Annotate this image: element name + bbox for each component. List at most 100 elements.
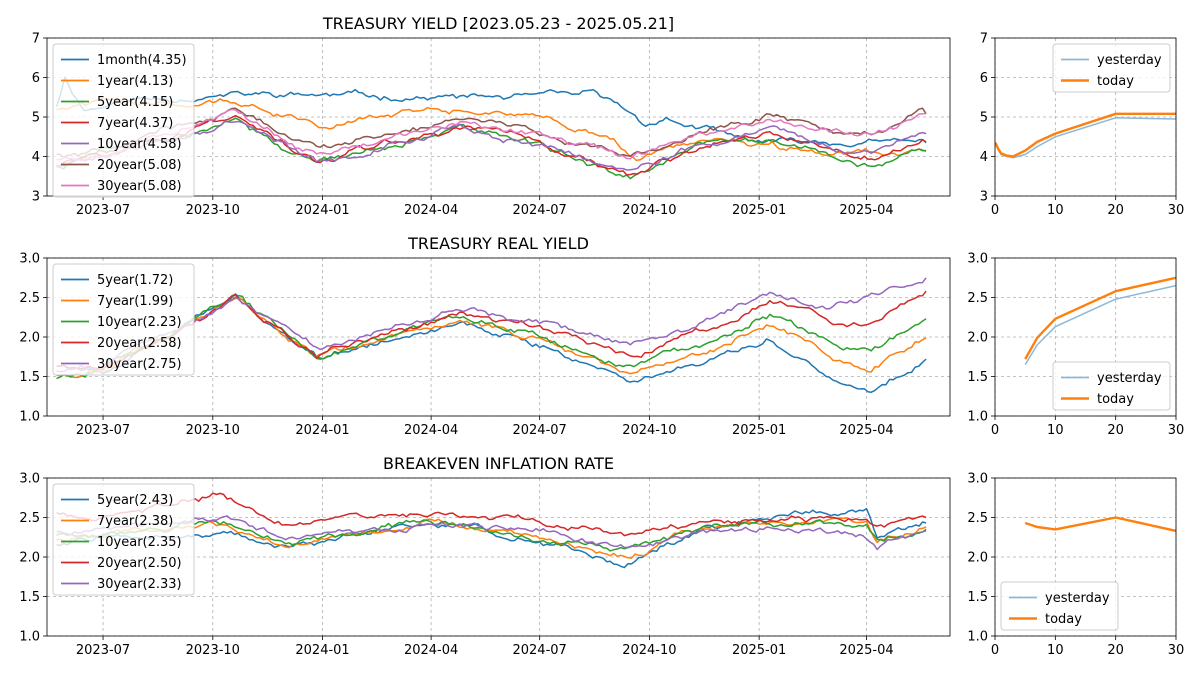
legend-label: 5year(4.15) [97,95,173,110]
chart-title: TREASURY REAL YIELD [407,234,589,253]
x-tick-label: 2025-01 [732,203,786,218]
x-tick-label: 10 [1047,643,1064,658]
series-line-1 [56,97,927,162]
plot-frame [46,477,951,637]
legend-label: today [1045,612,1082,627]
series-line-3 [56,114,927,176]
chart-panel-4: BREAKEVEN INFLATION RATE 2023-07 2023-10 20… [19,454,951,658]
series-line-1 [1024,516,1176,533]
x-tick-label: 10 [1047,423,1064,438]
chart-panel-2: TREASURY REAL YIELD 2023-07 2023-10 2024-01… [19,234,951,438]
legend-label: 1month(4.35) [97,53,187,68]
series-line-4 [56,120,927,171]
legend-label: yesterday [1045,591,1110,606]
legend-label: 7year(1.99) [97,294,173,309]
y-tick-label: 5 [32,111,40,126]
series-line-2 [56,294,927,380]
chart-panel-1: 0 10 20 30 3 4 5 6 7 yesterday today [980,32,1185,219]
legend-label: 30year(5.08) [97,179,182,194]
series-group [995,112,1176,159]
legend-label: 10year(4.58) [97,137,182,152]
y-tick-label: 2.5 [967,511,988,526]
legend-label: 30year(2.33) [97,577,182,592]
series-group [1024,276,1176,365]
legend-box [52,483,195,596]
y-tick-label: 6 [32,71,40,86]
x-tick-label: 2024-10 [622,423,676,438]
plot-frame [994,257,1177,417]
series-line-4 [56,515,927,551]
y-tick-label: 2.5 [19,511,40,526]
series-line-2 [56,519,927,552]
y-tick-label: 6 [980,71,988,86]
y-tick-label: 4 [32,150,40,165]
x-tick-label: 30 [1168,423,1185,438]
x-tick-label: 20 [1107,203,1124,218]
x-tick-label: 2023-10 [186,643,240,658]
x-tick-label: 0 [991,203,999,218]
y-tick-label: 2.0 [19,331,40,346]
x-tick-label: 2025-04 [839,643,893,658]
legend: yesterday today [1000,581,1119,631]
legend: 5year(1.72) 7year(1.99) 10year(2.23) 20year… [52,263,195,376]
legend: yesterday today [1052,361,1171,411]
x-tick-label: 2023-07 [76,423,130,438]
y-tick-label: 3.0 [967,252,988,267]
x-tick-label: 20 [1107,423,1124,438]
series-line-2 [56,117,927,180]
x-tick-label: 2023-10 [186,423,240,438]
x-tick-label: 2024-10 [622,203,676,218]
y-tick-label: 5 [980,111,988,126]
x-tick-label: 2024-01 [295,423,349,438]
x-tick-label: 2024-07 [512,423,566,438]
y-tick-label: 3.0 [19,252,40,267]
series-line-0 [1024,284,1176,365]
y-tick-label: 3 [980,190,988,205]
y-tick-label: 1.5 [19,370,40,385]
y-tick-label: 2.5 [19,291,40,306]
series-group [56,492,927,569]
x-tick-label: 2024-07 [512,203,566,218]
series-line-5 [56,107,927,159]
legend-box [52,263,195,376]
series-group [1024,516,1176,533]
chart-panel-5: 0 10 20 30 1.0 1.5 2.0 2.5 3.0 yesterday today [967,472,1184,659]
y-tick-label: 1.0 [19,410,40,425]
x-tick-label: 30 [1168,643,1185,658]
legend-label: today [1097,392,1134,407]
plot-frame [46,257,951,417]
series-line-3 [56,290,927,371]
legend-label: 20year(2.50) [97,556,182,571]
y-tick-label: 1.0 [967,630,988,645]
legend-label: 7year(4.37) [97,116,173,131]
y-tick-label: 1.5 [19,590,40,605]
legend-label: today [1097,74,1134,89]
legend-label: 10year(2.35) [97,535,182,550]
y-tick-label: 1.0 [967,410,988,425]
series-line-1 [995,112,1176,158]
x-tick-label: 2024-01 [295,203,349,218]
y-tick-label: 3.0 [19,472,40,487]
plot-frame [994,37,1177,197]
y-tick-label: 1.5 [967,370,988,385]
legend-label: 5year(1.72) [97,273,173,288]
x-tick-label: 20 [1107,643,1124,658]
y-tick-label: 4 [980,150,988,165]
legend-label: 20year(2.58) [97,336,182,351]
legend: 5year(2.43) 7year(2.38) 10year(2.35) 20year… [52,483,195,596]
x-tick-label: 2024-04 [404,423,458,438]
legend: yesterday today [1052,43,1171,93]
plot-frame [994,477,1177,637]
series-group [56,277,927,393]
x-tick-label: 0 [991,643,999,658]
series-line-0 [55,76,927,148]
y-tick-label: 2.0 [967,551,988,566]
chart-panel-3: 0 10 20 30 1.0 1.5 2.0 2.5 3.0 yesterday today [967,252,1184,439]
series-line-1 [56,517,927,559]
x-tick-label: 2025-04 [839,423,893,438]
series-group [55,76,927,180]
legend-label: yesterday [1097,53,1162,68]
series-line-4 [56,277,927,373]
series-line-0 [56,507,927,569]
y-tick-label: 7 [980,32,988,47]
